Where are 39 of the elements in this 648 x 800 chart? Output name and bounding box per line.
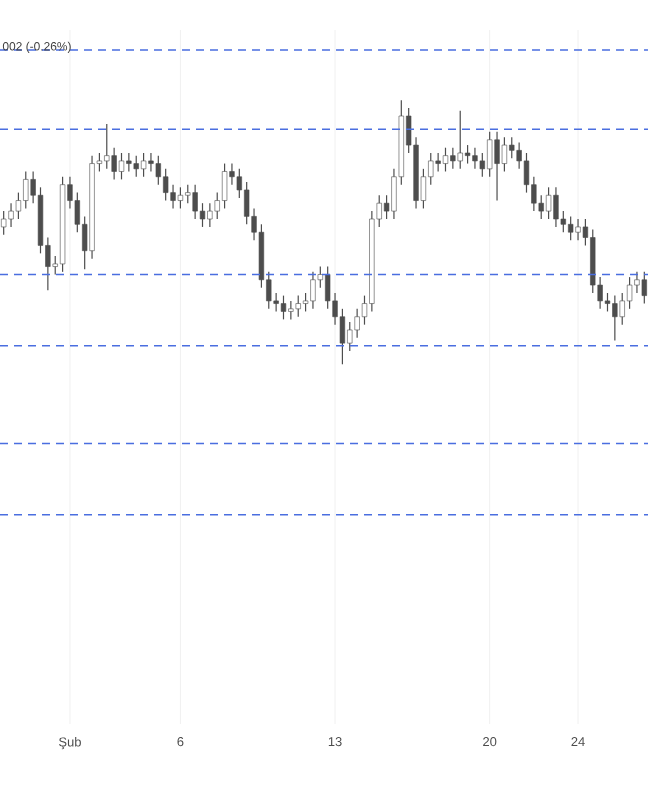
candlestick	[553, 186, 559, 228]
candlestick	[140, 152, 147, 178]
candlestick	[118, 152, 125, 180]
candlestick	[163, 168, 169, 202]
candlestick	[133, 155, 139, 178]
candlestick	[310, 271, 316, 310]
candlestick	[111, 147, 117, 180]
candlestick	[641, 271, 647, 305]
candlestick	[23, 170, 29, 210]
candlestick	[126, 152, 132, 173]
candlestick	[501, 136, 508, 173]
candlestick	[545, 186, 552, 220]
candlestick	[634, 271, 640, 294]
candlestick	[568, 215, 574, 241]
candlestick	[177, 186, 184, 210]
candlestick	[450, 147, 456, 170]
candlestick	[170, 184, 176, 210]
candlestick	[612, 295, 618, 342]
candlestick	[1, 210, 7, 236]
candlestick	[155, 155, 161, 186]
candlestick	[8, 202, 14, 228]
candlestick	[148, 152, 154, 173]
candlestick	[288, 300, 294, 320]
candlestick	[442, 147, 449, 173]
candlestick	[494, 131, 500, 202]
candlestick	[575, 218, 581, 241]
candlestick	[354, 308, 360, 339]
candlestick	[221, 162, 228, 210]
candlestick	[192, 184, 198, 220]
candlestick	[104, 123, 110, 170]
candlestick	[472, 147, 478, 170]
candlestick	[464, 144, 471, 165]
candlestick	[435, 152, 441, 173]
candlestick	[626, 276, 633, 310]
candlestick	[185, 184, 191, 204]
candlestick	[207, 202, 213, 228]
candlestick	[295, 295, 301, 318]
candlestick	[457, 110, 463, 170]
candlestick	[280, 295, 287, 320]
